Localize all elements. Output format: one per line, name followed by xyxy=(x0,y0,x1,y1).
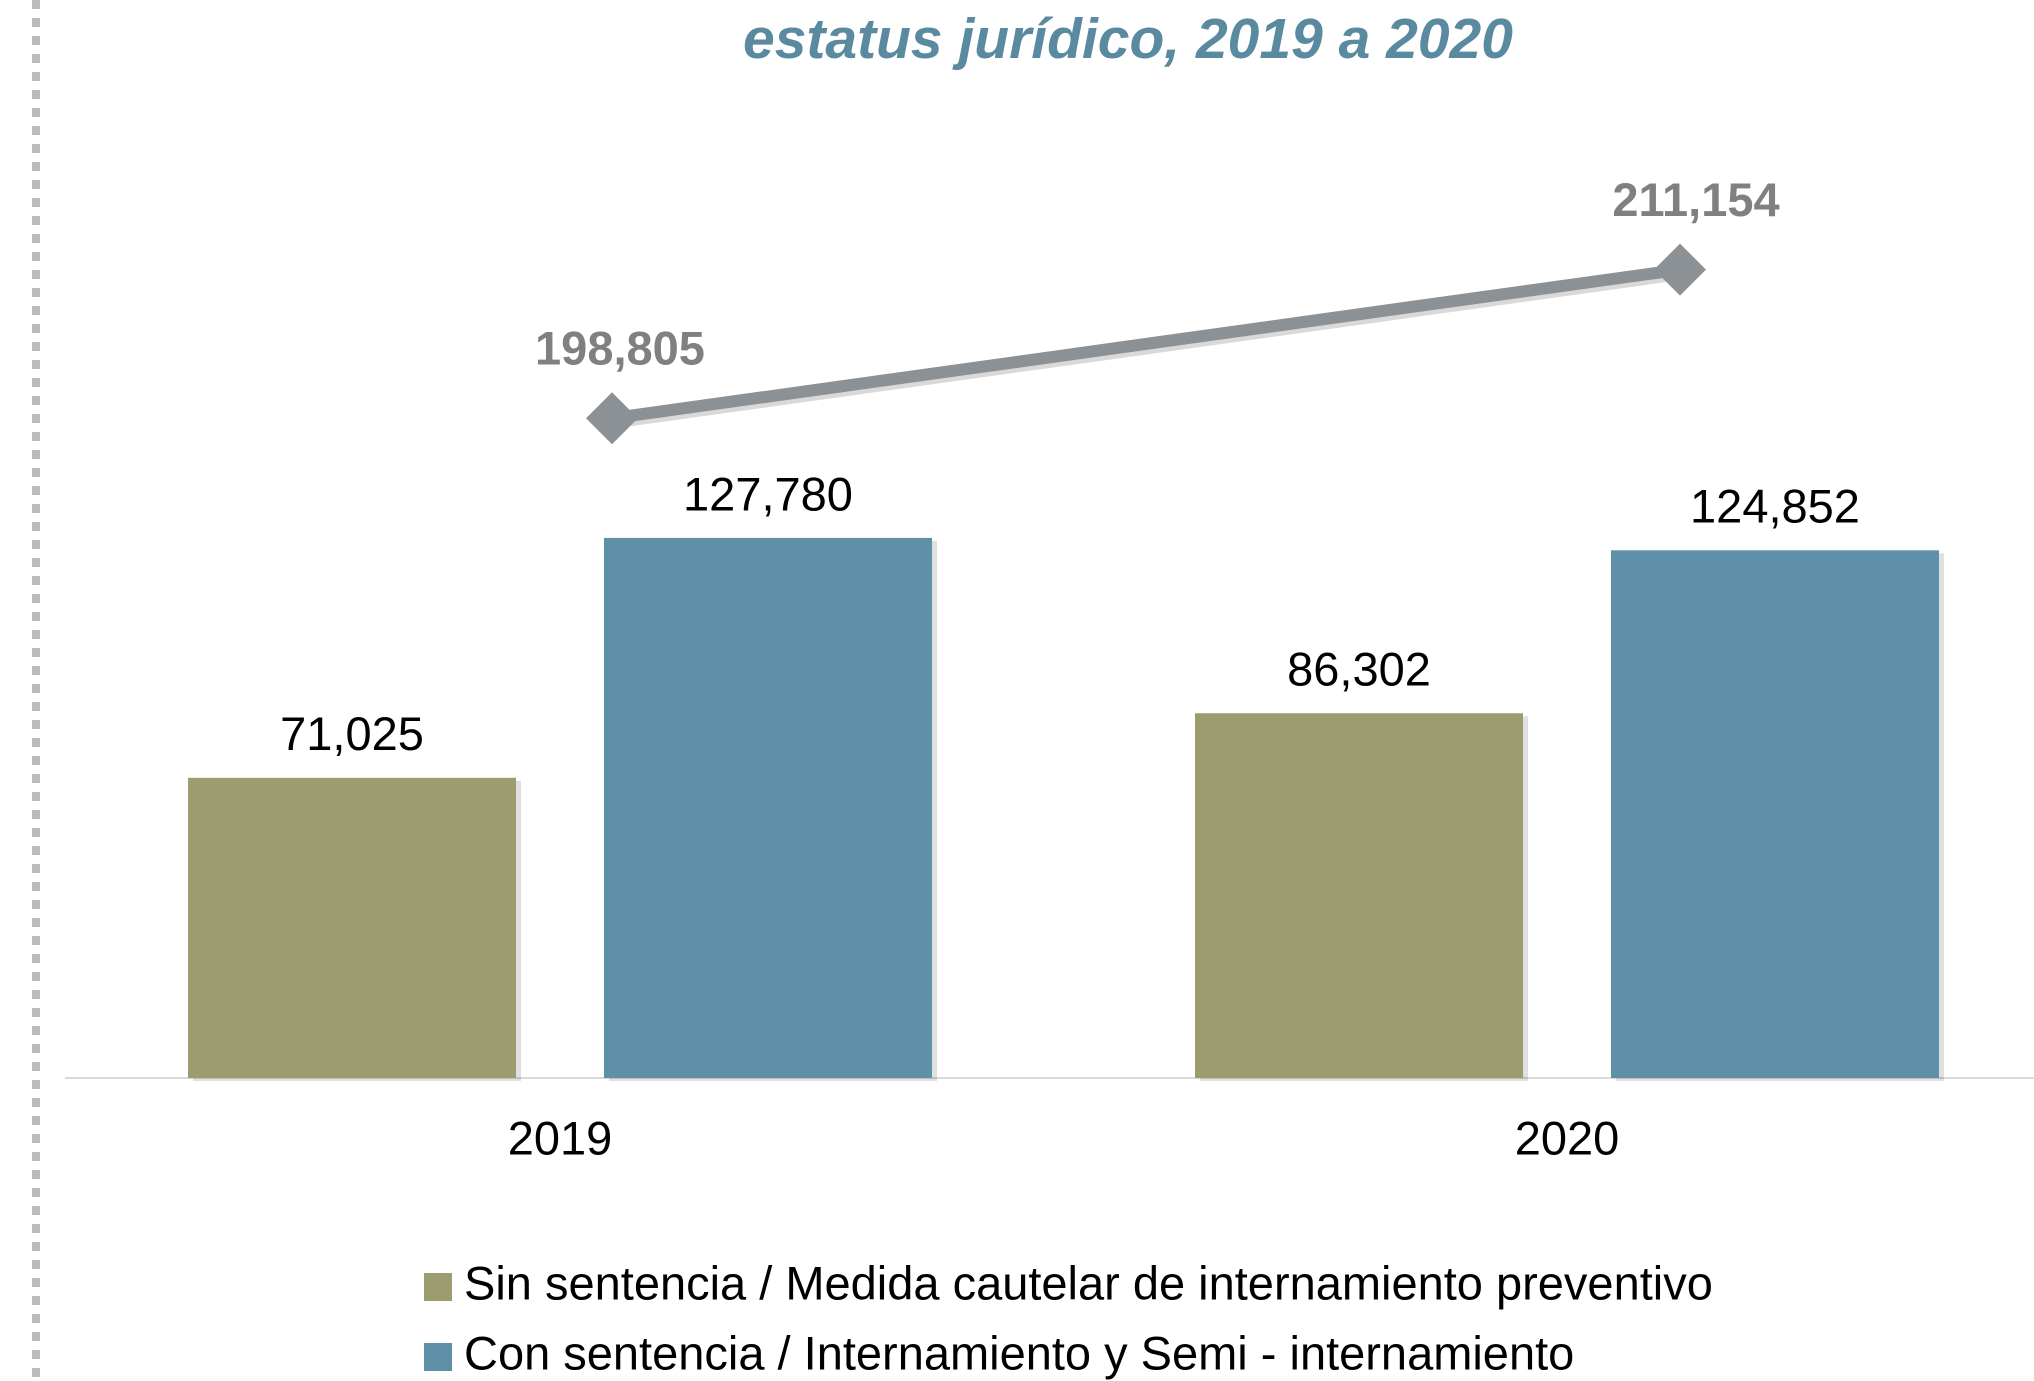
legend-label: Sin sentencia / Medida cautelar de inter… xyxy=(464,1256,1713,1309)
data-label: 211,154 xyxy=(1612,173,1779,226)
data-label: 71,025 xyxy=(280,707,424,760)
line-marker xyxy=(586,392,638,445)
x-tick-label: 2020 xyxy=(1515,1111,1620,1164)
bar xyxy=(1195,713,1523,1078)
legend-swatch xyxy=(424,1273,452,1301)
x-tick-label: 2019 xyxy=(508,1111,613,1164)
bar xyxy=(604,537,932,1078)
data-label: 127,780 xyxy=(683,467,853,520)
data-label: 124,852 xyxy=(1690,480,1860,533)
data-label: 86,302 xyxy=(1287,643,1431,696)
bar xyxy=(1611,550,1939,1078)
line xyxy=(611,263,1681,425)
chart-title: estatus jurídico, 2019 a 2020 xyxy=(743,7,1513,71)
data-label: 198,805 xyxy=(535,322,705,375)
bar xyxy=(188,777,516,1078)
legend-swatch xyxy=(424,1343,452,1371)
legend-label: Con sentencia / Internamiento y Semi - i… xyxy=(464,1326,1574,1379)
line-marker xyxy=(1654,243,1706,296)
